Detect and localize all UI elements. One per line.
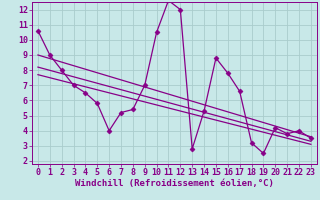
X-axis label: Windchill (Refroidissement éolien,°C): Windchill (Refroidissement éolien,°C) [75,179,274,188]
